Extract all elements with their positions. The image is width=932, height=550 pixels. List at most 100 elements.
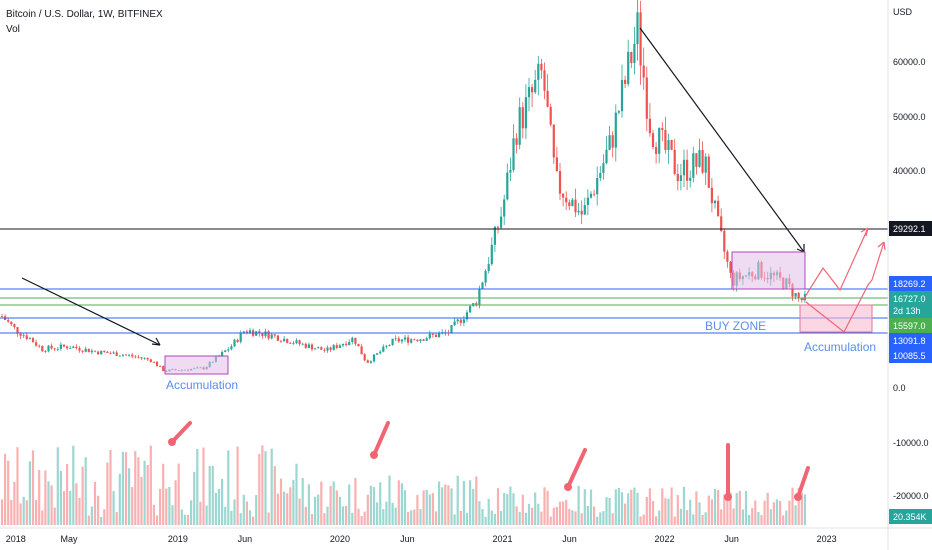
candle-body <box>562 193 565 198</box>
volume-spike-arrows <box>168 421 810 501</box>
volume-bar <box>252 516 255 525</box>
candle-body <box>686 159 689 181</box>
candle-body <box>69 347 72 349</box>
candle-body <box>22 335 25 337</box>
candle-body <box>648 118 651 134</box>
volume-bar <box>450 488 453 525</box>
candle-body <box>62 344 66 347</box>
volume-bar <box>490 510 493 525</box>
volume-bar <box>571 510 574 525</box>
volume-bar <box>496 488 500 525</box>
candle-body <box>233 339 236 347</box>
volume-bar <box>704 512 707 525</box>
candle-body <box>385 345 388 347</box>
candle-body <box>639 12 642 66</box>
volume-bar <box>689 499 692 525</box>
candle-body <box>121 354 124 356</box>
candle-body <box>726 251 729 262</box>
volume-bar <box>183 514 186 525</box>
volume-bar <box>602 511 605 525</box>
candle-body <box>496 226 500 228</box>
volume-bar <box>171 505 174 525</box>
volume-bar <box>264 451 267 525</box>
candle-body <box>698 149 701 167</box>
volume-bar <box>648 488 651 525</box>
volume-bar <box>493 513 496 525</box>
volume-bar <box>757 512 760 525</box>
volume-bar <box>456 475 459 525</box>
volume-bar <box>558 501 562 525</box>
candle-body <box>602 163 605 173</box>
candle-body <box>152 361 155 363</box>
candle-body <box>295 340 298 344</box>
volume-bar <box>186 514 190 525</box>
volume-bar <box>400 483 403 525</box>
volume-bar <box>462 480 465 525</box>
volume-bar <box>593 506 596 525</box>
volume-last-label: 20.354K <box>893 512 927 522</box>
candle-body <box>341 343 345 346</box>
candle-body <box>19 333 22 336</box>
volume-bar <box>667 498 670 525</box>
candle-body <box>140 357 143 359</box>
projection-arrowhead-2 <box>877 241 886 251</box>
volume-bar <box>515 506 518 525</box>
volume-bar <box>270 448 273 525</box>
volume-bar <box>565 499 568 525</box>
time-tick-label: Jun <box>724 534 739 544</box>
volume-bar <box>174 480 177 525</box>
volume-bar <box>639 516 642 525</box>
volume-bar <box>775 499 779 525</box>
candle-body <box>155 361 159 367</box>
volume-bar <box>453 514 456 525</box>
candle-body <box>478 288 481 305</box>
volume-bar <box>124 452 128 525</box>
candle-body <box>31 338 35 343</box>
volume-bar <box>797 487 800 525</box>
candle-body <box>645 77 648 119</box>
volume-bar <box>720 509 723 525</box>
candle-body <box>41 346 44 352</box>
volume-bar <box>165 488 168 525</box>
volume-bar <box>190 500 193 525</box>
volume-bar <box>357 508 360 525</box>
candle-body <box>661 127 664 130</box>
volume-bar <box>233 499 236 525</box>
volume-bar <box>345 505 348 525</box>
candle-body <box>283 338 286 342</box>
candle-body <box>236 339 239 342</box>
candle-body <box>332 345 335 350</box>
volume-bar <box>487 498 490 525</box>
volume-bar <box>744 490 748 525</box>
candle-body <box>276 335 279 341</box>
volume-bar <box>180 509 183 525</box>
volume-bar <box>10 500 13 525</box>
candle-body <box>351 337 354 343</box>
candle-body <box>382 346 385 352</box>
time-tick-label: May <box>61 534 79 544</box>
volume-bar <box>388 475 391 525</box>
candle-body <box>608 135 611 150</box>
candle-body <box>97 351 100 355</box>
volume-bar <box>109 450 112 525</box>
volume-bar <box>298 498 301 525</box>
candle-body <box>338 345 341 348</box>
candle-body <box>248 330 252 333</box>
volume-bar <box>258 454 261 525</box>
volume-bar <box>748 514 751 525</box>
candle-body <box>221 351 224 356</box>
candle-body <box>555 157 558 172</box>
volume-bar <box>478 501 481 525</box>
volume-bar <box>279 478 283 525</box>
volume-bar <box>326 506 329 525</box>
candle-body <box>25 335 28 339</box>
candle-body <box>354 337 357 344</box>
candle-body <box>407 337 410 343</box>
candle-body <box>723 230 726 252</box>
volume-tick-label: 0.0 <box>893 383 906 393</box>
volume-bar <box>791 487 794 525</box>
candle-body <box>239 332 242 342</box>
candle-body <box>630 51 633 64</box>
volume-bar <box>800 492 803 525</box>
